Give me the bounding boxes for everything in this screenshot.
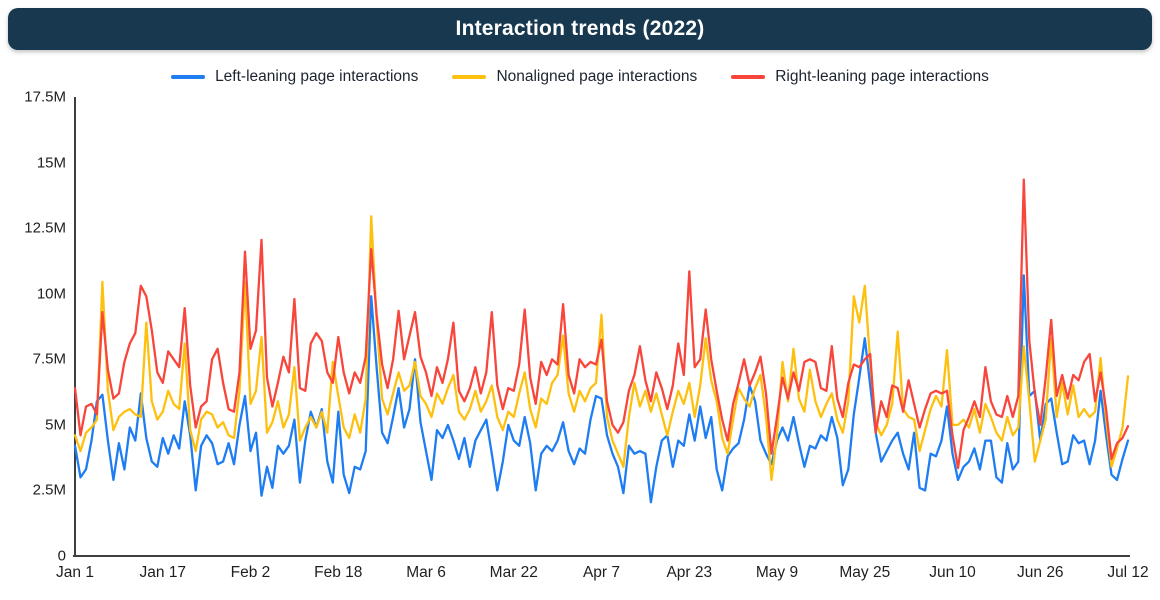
x-axis-tick-label: May 25 bbox=[839, 564, 891, 581]
series-line-nonaligned bbox=[73, 215, 1130, 482]
x-axis-tick-label: Mar 22 bbox=[489, 564, 538, 581]
y-axis-tick-label: 2.5M bbox=[32, 481, 66, 499]
x-axis-tick-label: Apr 23 bbox=[666, 564, 713, 581]
x-axis-tick-label: Apr 7 bbox=[582, 564, 621, 581]
y-axis-tick-label: 5M bbox=[45, 416, 66, 434]
x-axis-tick-label: Feb 18 bbox=[314, 564, 363, 581]
x-axis-tick-label: May 9 bbox=[755, 564, 799, 581]
legend-item-2[interactable]: Nonaligned page interactions bbox=[452, 68, 697, 86]
legend-line-swatch-icon bbox=[452, 75, 487, 79]
y-axis-tick-label: 0 bbox=[57, 547, 66, 565]
legend-item-3[interactable]: Right-leaning page interactions bbox=[731, 68, 989, 86]
legend-line-swatch-icon bbox=[731, 75, 766, 79]
title-bar: Interaction trends (2022) bbox=[8, 8, 1152, 50]
series-line-left-leaning bbox=[73, 274, 1130, 504]
legend: Left-leaning page interactions Nonaligned… bbox=[0, 64, 1160, 90]
legend-label: Left-leaning page interactions bbox=[215, 68, 419, 85]
x-axis-tick-label: Jun 10 bbox=[929, 564, 976, 581]
x-axis-tick-label: Feb 2 bbox=[230, 564, 271, 581]
legend-item-1[interactable]: Left-leaning page interactions bbox=[171, 68, 418, 86]
y-axis-tick-label: 12.5M bbox=[24, 219, 66, 237]
legend-label: Nonaligned page interactions bbox=[496, 68, 698, 85]
y-axis-tick-label: 15M bbox=[36, 154, 66, 172]
page-title: Interaction trends (2022) bbox=[455, 17, 705, 40]
series-line-right-leaning bbox=[73, 178, 1130, 470]
x-axis-tick-label: Jan 17 bbox=[139, 564, 187, 581]
y-axis-tick-label: 17.5M bbox=[24, 88, 66, 106]
x-axis-tick-label: Jan 1 bbox=[56, 564, 94, 581]
x-axis-tick-label: Mar 6 bbox=[406, 564, 446, 581]
y-axis-tick-label: 7.5M bbox=[32, 350, 66, 368]
legend-label: Right-leaning page interactions bbox=[775, 68, 989, 85]
x-axis-tick-label: Jul 12 bbox=[1107, 564, 1149, 581]
x-axis-tick-label: Jun 26 bbox=[1017, 564, 1064, 581]
y-axis-tick-label: 10M bbox=[36, 285, 66, 303]
legend-line-swatch-icon bbox=[171, 75, 206, 79]
